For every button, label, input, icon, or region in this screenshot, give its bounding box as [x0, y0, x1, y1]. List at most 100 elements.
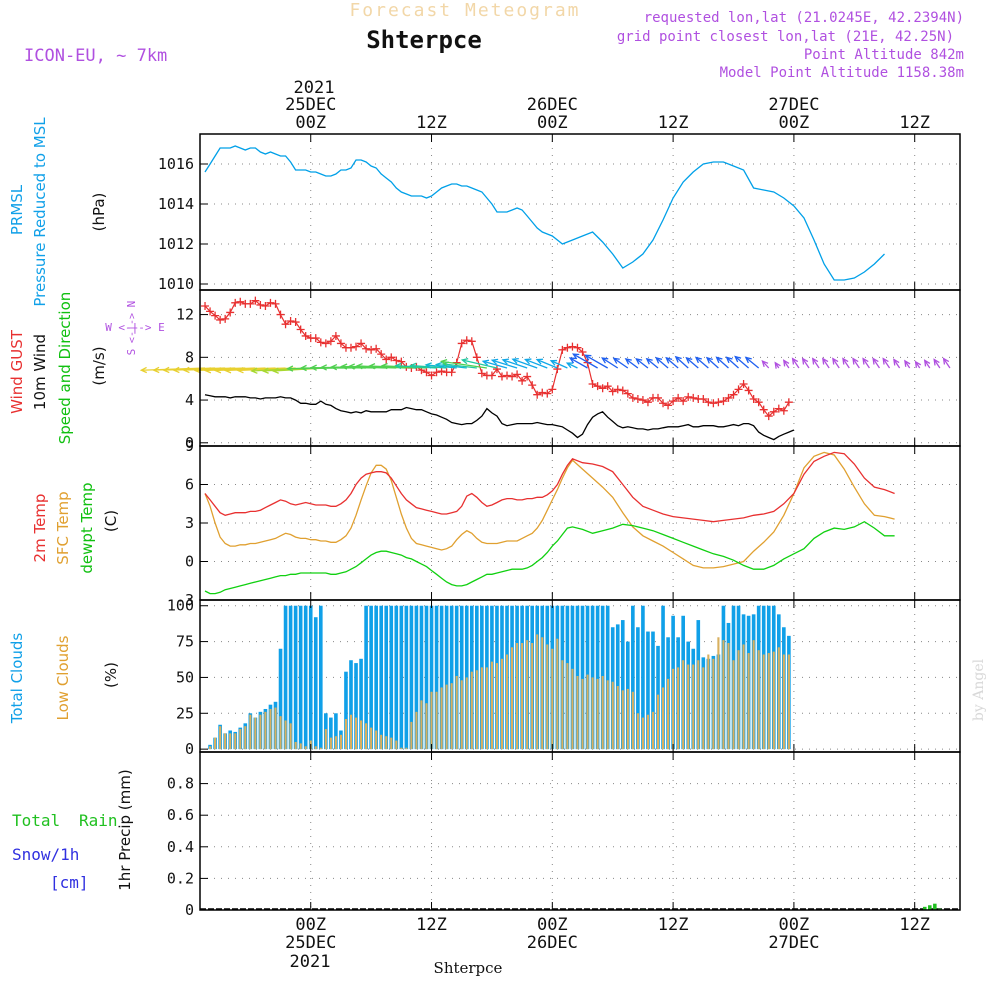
gust-marker: [643, 398, 652, 407]
gust-marker: [744, 386, 753, 395]
wind-arrow-head: [439, 358, 448, 366]
gust-marker: [281, 320, 290, 329]
total-cloud-bar: [303, 605, 308, 750]
wind-arrow-head: [261, 367, 269, 374]
total-cloud-bar: [641, 605, 645, 750]
low-cloud-bar: [274, 707, 277, 750]
wind-arrow-head: [832, 357, 839, 365]
low-cloud-bar: [656, 694, 660, 750]
gust-marker: [548, 385, 557, 394]
low-cloud-bar: [687, 664, 690, 750]
temp-unit: (C): [102, 510, 120, 532]
low-cloud-bar: [737, 650, 740, 750]
wind-arrow: [686, 357, 699, 369]
gust-marker: [346, 343, 355, 352]
wind-arrow: [462, 359, 498, 369]
wind-arrow-head: [914, 360, 922, 368]
wind-arrow: [550, 360, 568, 369]
gust-marker: [246, 299, 255, 308]
low-cloud-bar: [339, 734, 342, 750]
gust-marker: [447, 368, 456, 377]
low-cloud-bar: [591, 677, 594, 750]
wind-arrow: [706, 357, 719, 369]
model-altitude: Model Point Altitude 1158.38m: [720, 65, 964, 81]
low-cloud-bar: [410, 721, 413, 750]
total-cloud-bar: [429, 605, 434, 750]
gust-marker: [216, 315, 225, 324]
wind-arrow-head: [933, 358, 940, 366]
low-cloud-bar: [510, 647, 514, 750]
low-cloud-bar: [475, 670, 478, 750]
low-cloud-bar: [777, 647, 780, 750]
low-cloud-bar: [269, 708, 272, 750]
wind-arrow-head: [524, 358, 532, 365]
wind-arrow-head: [434, 361, 443, 369]
low-cloud-bar: [460, 680, 463, 750]
wind-arrow-head: [329, 363, 338, 371]
wind-arrow-head: [367, 363, 376, 370]
total-cloud-bar: [308, 605, 313, 750]
y-tick-label: 0.4: [167, 838, 194, 856]
wind-arrow: [924, 360, 931, 369]
low-cloud-bar: [284, 720, 287, 750]
panel-frame: [199, 133, 961, 291]
wind-arrow: [716, 356, 729, 369]
bottom-hour-label: 12Z: [899, 915, 930, 935]
low-cloud-bar: [234, 733, 237, 750]
total-cloud-bar: [293, 605, 298, 750]
low-cloud-bar: [601, 676, 604, 750]
wind-arrow-head: [725, 356, 733, 364]
gust-marker: [558, 345, 567, 354]
low-cloud-bar: [757, 650, 760, 750]
top-hour-label: 00Z: [779, 113, 810, 133]
y-tick-label: 1012: [158, 235, 194, 253]
low-cloud-bar: [576, 676, 579, 750]
gust-marker: [714, 398, 723, 407]
gust-marker: [201, 302, 210, 311]
pressure-msl-label: Pressure Reduced to MSL: [31, 117, 49, 307]
low-cloud-bar: [430, 691, 433, 750]
wind-arrow: [792, 358, 800, 369]
low-cloud-bar: [581, 678, 584, 750]
total-cloud-bar: [369, 605, 373, 750]
total-cloud-bar: [595, 605, 600, 750]
wind-arrow-head: [685, 356, 693, 364]
gust-marker: [523, 372, 532, 381]
low-cloud-bar: [536, 634, 539, 750]
gust-marker: [266, 298, 275, 307]
wind-arrow-head: [193, 367, 202, 374]
total-cloud-bar: [620, 620, 625, 750]
total-cloud-bar: [349, 660, 353, 750]
gust-marker: [236, 297, 245, 306]
gust-marker: [311, 334, 320, 343]
low-cloud-bar: [229, 733, 232, 750]
low-cloud-bar: [219, 726, 222, 750]
low-cloud-bar: [732, 660, 735, 750]
low-cloud-bar: [556, 638, 559, 750]
footer-location: Shterpce: [434, 959, 503, 977]
figure-title: Forecast Meteogram: [349, 0, 580, 21]
low-cloud-bar: [329, 737, 332, 750]
low-cloud-bar: [380, 734, 383, 750]
wind-speed-line: [204, 394, 795, 441]
low-cloud-bar: [465, 677, 468, 750]
gust-marker: [593, 382, 602, 391]
gust-marker: [326, 337, 335, 346]
low-cloud-bar: [344, 719, 348, 750]
requested-coords: requested lon,lat (21.0245E, 42.2394N): [644, 10, 964, 26]
gust-marker: [286, 316, 295, 325]
gust-marker: [392, 356, 401, 365]
gust-marker: [724, 393, 733, 402]
bottom-hour-label: 12Z: [658, 915, 689, 935]
wind-arrow-head: [782, 359, 790, 367]
wind-arrow: [842, 358, 850, 369]
gust-marker: [377, 350, 386, 359]
wind-arrow-head: [584, 354, 592, 361]
total-cloud-bar: [313, 617, 318, 750]
gust-marker: [367, 345, 376, 354]
total-cloud-bar: [329, 717, 333, 750]
low-cloud-bar: [400, 747, 403, 750]
wind-arrow-head: [355, 362, 363, 370]
low-cloud-bar: [762, 654, 765, 750]
